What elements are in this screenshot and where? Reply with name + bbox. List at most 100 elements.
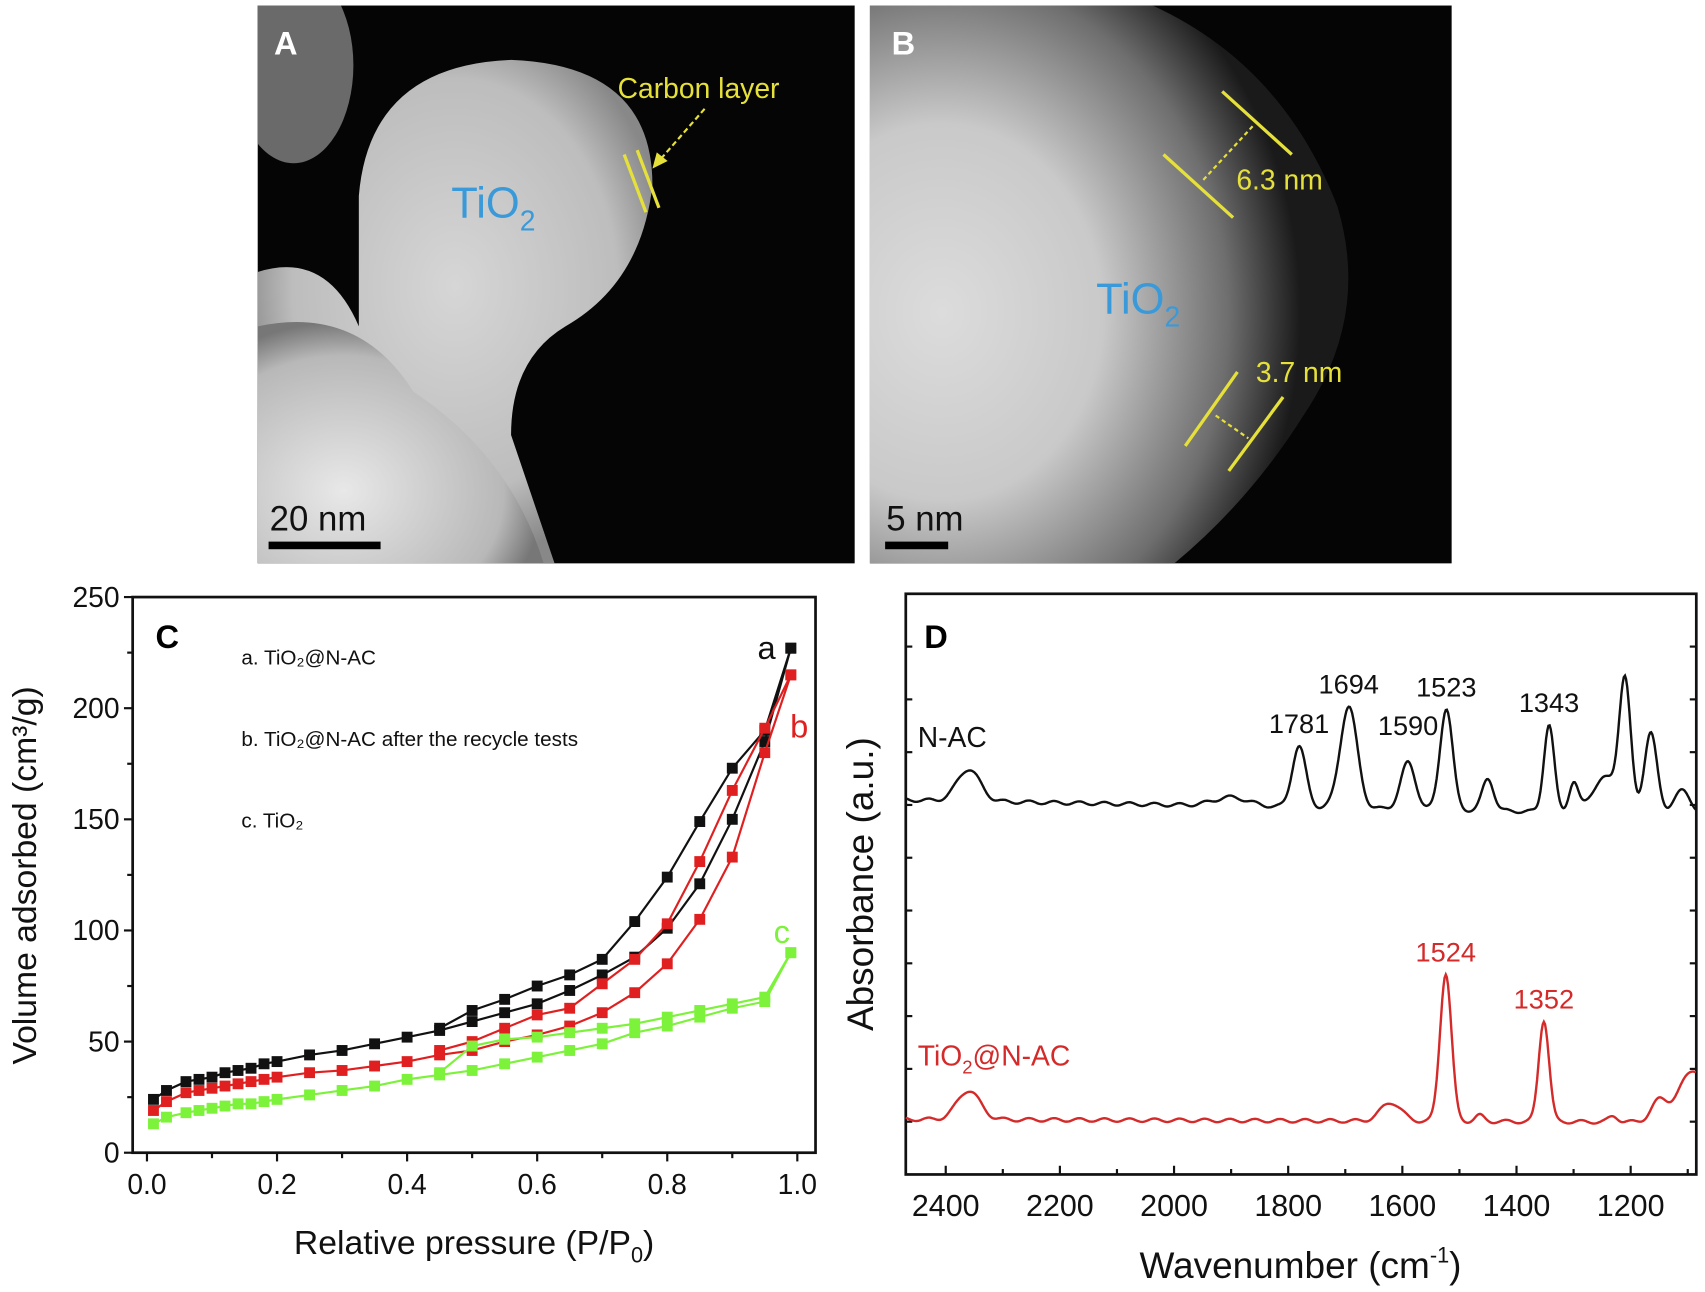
series-b-adsorption-point [564,1020,576,1032]
series-c-desorption-point [499,1033,511,1045]
series-a-adsorption-point [258,1058,270,1070]
series-a-adsorption-point [466,1016,478,1028]
series-c-adsorption-point [466,1065,478,1076]
series-a-adsorption-point [180,1076,192,1088]
series-c-desorption-point [785,947,797,959]
series-a-adsorption-point [336,1045,348,1056]
series-b-adsorption-point [161,1096,172,1108]
series-a-adsorption-point [193,1073,205,1085]
series-c-desorption-point [564,1027,576,1039]
series-b-desorption-point [564,1002,576,1014]
series-b-adsorption-point [759,747,771,759]
series-a-adsorption-point [219,1067,231,1079]
series-c-desorption-point [629,1018,641,1030]
legend-entry-c: c. TiO₂ [241,810,303,833]
x-tick-label-d: 2400 [912,1189,980,1223]
peak-label: 1590 [1378,710,1438,741]
series-a-adsorption-point [304,1049,315,1061]
series-b-adsorption-point [369,1060,381,1072]
panel-c-label: C [155,618,179,655]
y-axis-label-c: Volume adsorbed (cm³/g) [6,686,44,1064]
x-tick-label-c: 1.0 [778,1168,817,1200]
series-c-adsorption-point [564,1045,576,1056]
series-c-adsorption-point [596,1038,608,1050]
scale-bar-a [268,541,381,550]
x-tick-label-c: 0.0 [127,1168,166,1200]
series-c-adsorption-point [258,1096,270,1108]
legend-entry-c: a. TiO₂@N-AC [241,646,376,669]
thickness-line-2a [1183,371,1239,447]
x-tick-label-d: 1800 [1254,1189,1322,1223]
series-b-adsorption-point [245,1076,257,1088]
series-b-desorption-point [694,856,706,867]
series-a-adsorption-point [596,969,608,981]
spectrum-n-ac [905,673,1697,815]
series-c-adsorption-point [245,1098,257,1110]
panel-a-micrograph: A Carbon layer TiO2 20 nm [257,5,855,564]
series-b-desorption-point [531,1009,543,1021]
series-b-adsorption-point [271,1071,283,1083]
series-c-desorption-point [531,1031,543,1043]
series-a-adsorption-point [759,736,771,747]
y-tick-label-c: 50 [88,1025,119,1057]
x-axis-label-c: Relative pressure (P/P0) [294,1224,654,1268]
series-b-adsorption-point [596,1007,608,1019]
series-b-adsorption-point [694,913,706,925]
series-a-adsorption-point [726,813,738,825]
tio2-label-a: TiO2 [451,180,535,237]
series-a-desorption-point [726,762,738,774]
series-c-adsorption-point [148,1118,159,1130]
peak-label: 1781 [1269,708,1329,739]
series-b-desorption-point [434,1045,446,1056]
series-c-adsorption-point [304,1089,315,1101]
series-a-adsorption-point [369,1038,381,1050]
series-b-adsorption-point [219,1080,231,1092]
y-tick-label-c: 0 [104,1137,120,1169]
series-label-n-ac: N-AC [918,721,987,753]
series-b-adsorption-point [148,1105,159,1116]
tio2-label-b: TiO2 [1096,275,1180,332]
series-b-desorption-point [785,669,797,681]
series-c-adsorption-point [661,1020,673,1032]
plot-frame-d [904,592,1698,1176]
x-tick-label-d: 1600 [1368,1189,1436,1223]
series-a-adsorption-point [564,985,576,996]
series-a-desorption-point [785,642,797,654]
series-c-adsorption-point [232,1098,244,1110]
series-c-desorption-point [596,1022,608,1034]
y-tick-label-c: 150 [72,803,119,835]
series-c-adsorption-point [180,1107,192,1119]
thickness-label-1: 6.3 nm [1236,163,1322,195]
peak-label: 1694 [1318,669,1378,700]
series-a-adsorption-point [232,1065,244,1076]
series-c-desorption-point [661,1011,673,1023]
y-tick-label-c: 200 [72,692,119,724]
x-tick-label-c: 0.4 [387,1168,426,1200]
series-b-adsorption-point [401,1056,413,1068]
series-a-adsorption-point [161,1085,172,1096]
panel-a-label: A [274,24,298,61]
series-a-adsorption-point [245,1062,257,1074]
thickness-line-1a [1221,90,1293,156]
series-c-adsorption-point [499,1058,511,1070]
thickness-line-2b [1227,396,1285,472]
series-a-desorption-point [564,969,576,981]
legend-c: a. TiO₂@N-AC b. TiO₂@N-AC after the recyc… [241,646,578,832]
y-axis-label-d: Absorbance (a.u.) [840,737,881,1031]
series-c-desorption-line [438,952,792,1074]
panel-b-micrograph: B 6.3 nm 3.7 nm TiO2 5 nm [869,5,1452,564]
series-b-adsorption-point [193,1085,205,1096]
peak-label: 1352 [1514,984,1574,1015]
carbon-layer-label: Carbon layer [618,72,780,104]
series-a-desorption-point [694,816,706,827]
series-a-adsorption-point [499,1007,511,1019]
series-b-adsorption-point [258,1073,270,1085]
peak-label: 1523 [1416,671,1476,702]
series-b-adsorption-point [336,1065,348,1076]
panel-d-label: D [924,618,948,655]
series-b-adsorption-point [726,851,738,863]
x-tick-label-c: 0.2 [257,1168,296,1200]
series-b-desorption-point [629,953,641,965]
x-tick-label-c: 0.6 [518,1168,557,1200]
